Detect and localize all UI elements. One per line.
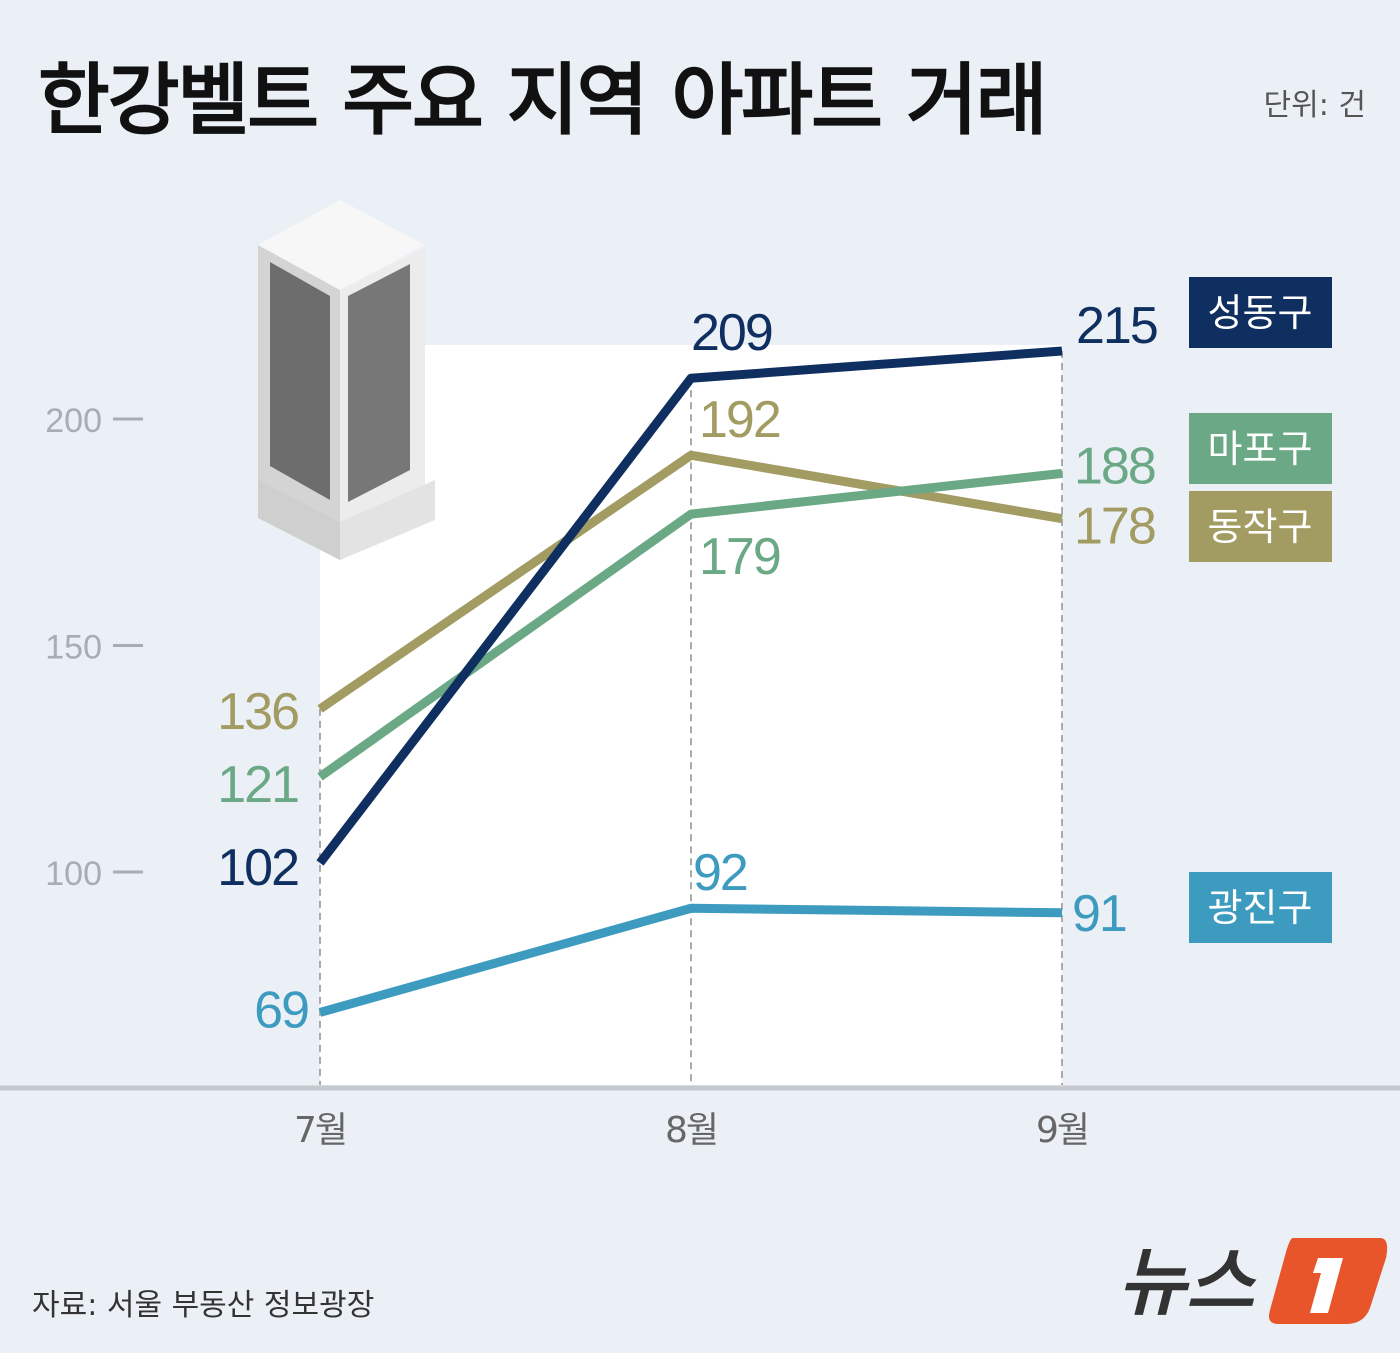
legend-box — [1189, 277, 1332, 348]
news1-logo: 뉴스 — [1118, 1238, 1388, 1326]
source-label: 자료: 서울 부동산 정보광장 — [32, 1288, 375, 1323]
series-line-성동구 — [316, 346, 1063, 866]
series-line-마포구 — [317, 468, 1063, 781]
data-label: 121 — [217, 756, 298, 814]
data-label: 69 — [254, 981, 308, 1039]
legend-label: 성동구 — [1208, 291, 1313, 335]
legend-label: 광진구 — [1208, 886, 1313, 930]
series-line-광진구 — [318, 903, 1063, 1017]
data-label: 92 — [693, 844, 747, 902]
chart-title: 한강벨트 주요 지역 아파트 거래 — [38, 56, 1048, 146]
data-label: 136 — [217, 683, 298, 741]
unit-label: 단위: 건 — [1263, 88, 1366, 123]
data-label: 188 — [1074, 437, 1155, 495]
x-tick-label: 7월 — [294, 1110, 346, 1151]
legend-label: 마포구 — [1208, 427, 1313, 471]
data-label: 179 — [699, 528, 780, 586]
data-label: 178 — [1074, 498, 1155, 556]
x-tick-label: 8월 — [665, 1110, 717, 1151]
legend-box — [1189, 491, 1332, 562]
data-label: 209 — [691, 304, 772, 362]
legend-box — [1189, 872, 1332, 943]
svg-text:뉴스: 뉴스 — [1118, 1240, 1257, 1326]
building-icon — [258, 200, 435, 560]
data-label: 192 — [699, 391, 780, 449]
legend-box — [1189, 413, 1332, 484]
y-tick-label: 100 — [45, 855, 102, 893]
data-label: 215 — [1076, 297, 1157, 355]
y-tick-label: 200 — [45, 402, 102, 440]
series-line-동작구 — [317, 450, 1063, 713]
legend-label: 동작구 — [1208, 505, 1313, 549]
x-tick-label: 9월 — [1036, 1110, 1088, 1151]
y-tick-label: 150 — [45, 629, 102, 667]
data-label: 91 — [1072, 885, 1126, 943]
data-label: 102 — [217, 839, 298, 897]
